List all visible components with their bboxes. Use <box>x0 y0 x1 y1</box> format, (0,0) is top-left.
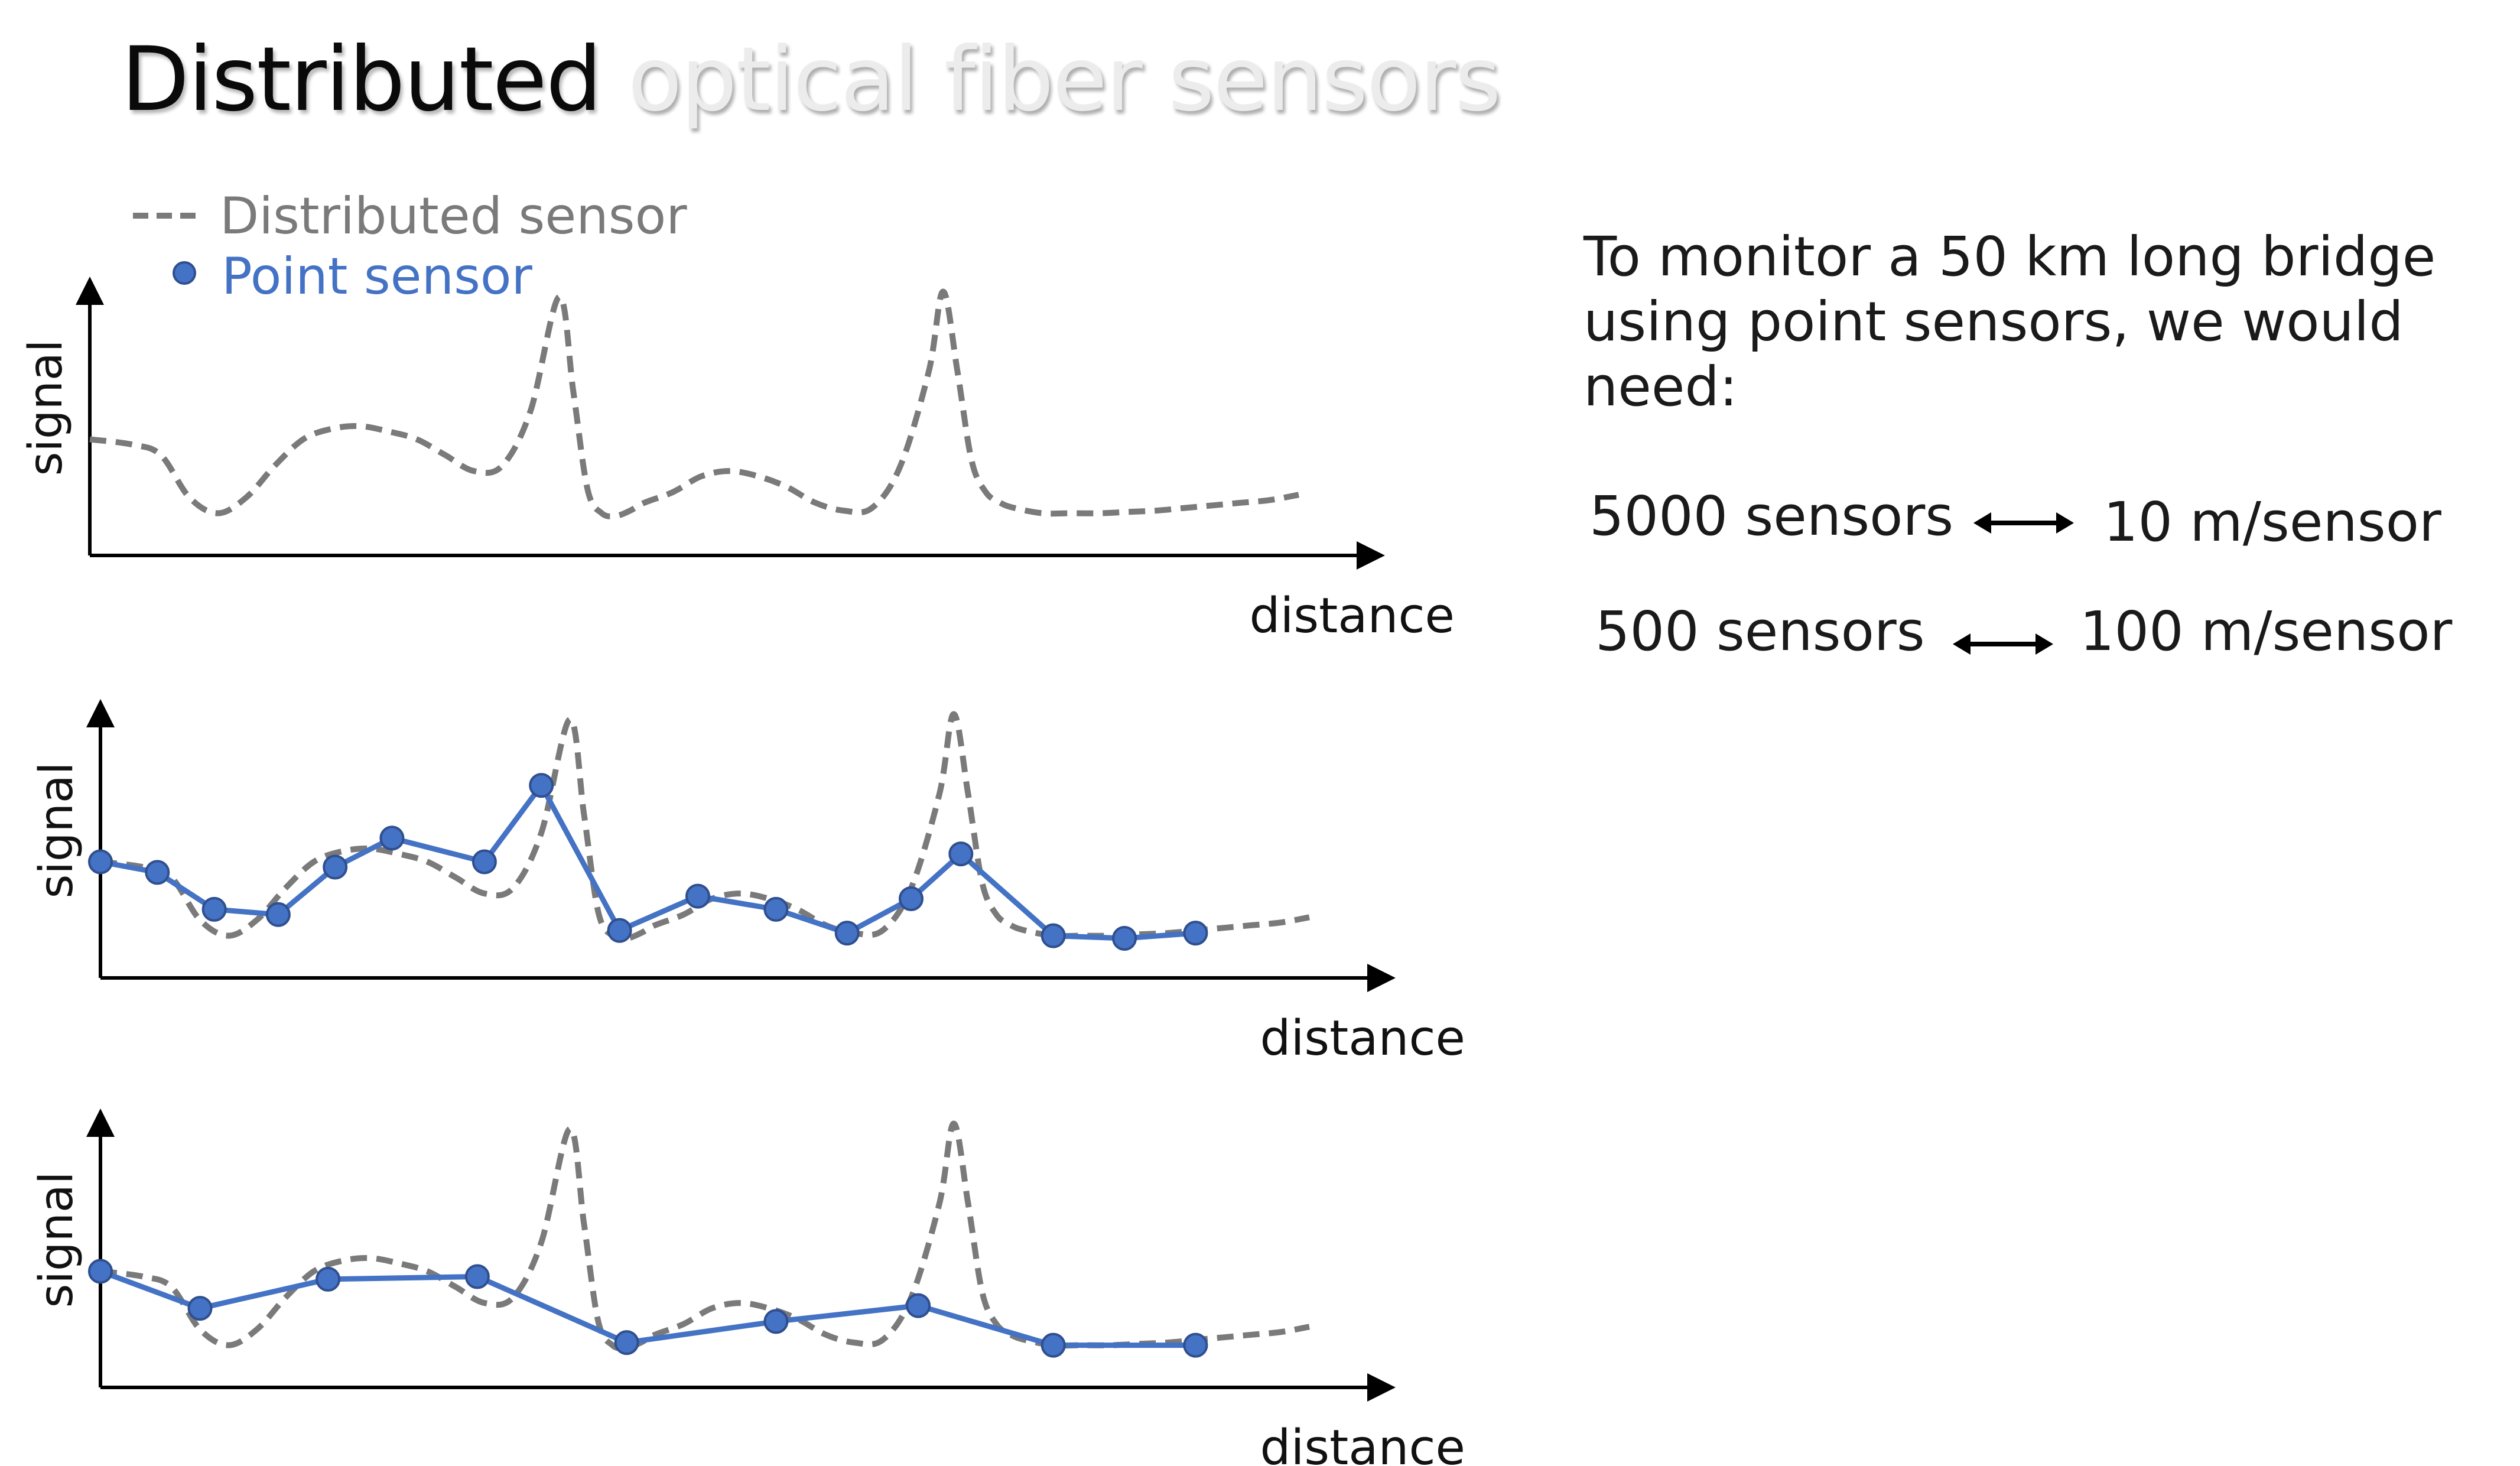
double-arrow-icon <box>1973 512 2074 534</box>
legend: Distributed sensor Point sensor <box>133 187 687 306</box>
point-sensor-marker <box>323 854 348 880</box>
point-sensor-marker <box>187 1296 213 1321</box>
point-sensor-line <box>100 782 1196 941</box>
point-sensor-marker <box>145 860 170 885</box>
y-axis-label: signal <box>19 340 73 476</box>
legend-point-label: Point sensor <box>222 247 533 306</box>
y-axis-label: signal <box>30 1172 83 1308</box>
intro-line: using point sensors, we would <box>1583 290 2404 353</box>
legend-distributed-label: Distributed sensor <box>220 187 687 246</box>
sensor-count-500: 500 sensors <box>1595 600 1925 663</box>
intro-line: need: <box>1583 355 1738 418</box>
point-sensor-marker <box>1040 1332 1066 1358</box>
panel-distributed: signal distance <box>19 277 1455 644</box>
point-sensor-marker <box>834 921 860 946</box>
point-sensor-marker <box>906 1293 931 1318</box>
point-sensor-marker <box>88 1259 113 1284</box>
title-faded: optical fiber sensors <box>627 28 1501 131</box>
legend-point-swatch <box>173 261 196 285</box>
double-arrow-icon <box>1953 633 2053 655</box>
point-sensor-marker <box>614 1330 639 1356</box>
point-sensor-marker <box>899 886 924 911</box>
point-sensor-marker <box>685 883 710 909</box>
point-sensor-marker <box>763 1309 789 1334</box>
point-sensor-line <box>99 1269 1196 1348</box>
point-sensor-marker <box>607 918 632 943</box>
slide-title: Distributed optical fiber sensors <box>121 35 1501 124</box>
point-sensor-marker <box>529 773 554 798</box>
panel-sparse: signal distance <box>30 1109 1465 1466</box>
point-sensor-marker <box>1040 923 1066 948</box>
point-sensor-marker <box>1183 921 1208 946</box>
point-sensor-marker <box>379 825 405 851</box>
point-sensor-marker <box>464 1264 490 1289</box>
spacing-100m: 100 m/sensor <box>2080 600 2453 663</box>
point-sensor-marker <box>763 896 789 922</box>
sensor-count-5000: 5000 sensors <box>1589 485 1954 548</box>
distributed-signal-curve <box>89 288 1299 519</box>
panel-dense: signal distance <box>30 699 1465 1067</box>
x-axis-label: distance <box>1260 1420 1465 1466</box>
point-sensor-marker <box>88 849 113 875</box>
point-sensor-marker <box>201 896 227 922</box>
point-sensor-marker <box>472 849 497 875</box>
distributed-signal-curve <box>100 1120 1310 1351</box>
y-axis-label: signal <box>30 762 83 899</box>
point-sensor-marker <box>1183 1332 1208 1358</box>
intro-line: To monitor a 50 km long bridge <box>1583 225 2436 288</box>
title-strong: Distributed <box>121 28 602 131</box>
intro-text: To monitor a 50 km long bridge using poi… <box>1583 225 2436 420</box>
x-axis-label: distance <box>1260 1010 1465 1067</box>
x-axis-label: distance <box>1250 588 1455 644</box>
point-sensor-marker <box>316 1266 341 1292</box>
spacing-10m: 10 m/sensor <box>2103 490 2441 554</box>
point-sensor-marker <box>1112 926 1137 951</box>
point-sensor-marker <box>948 841 974 867</box>
point-sensor-marker <box>265 902 291 927</box>
